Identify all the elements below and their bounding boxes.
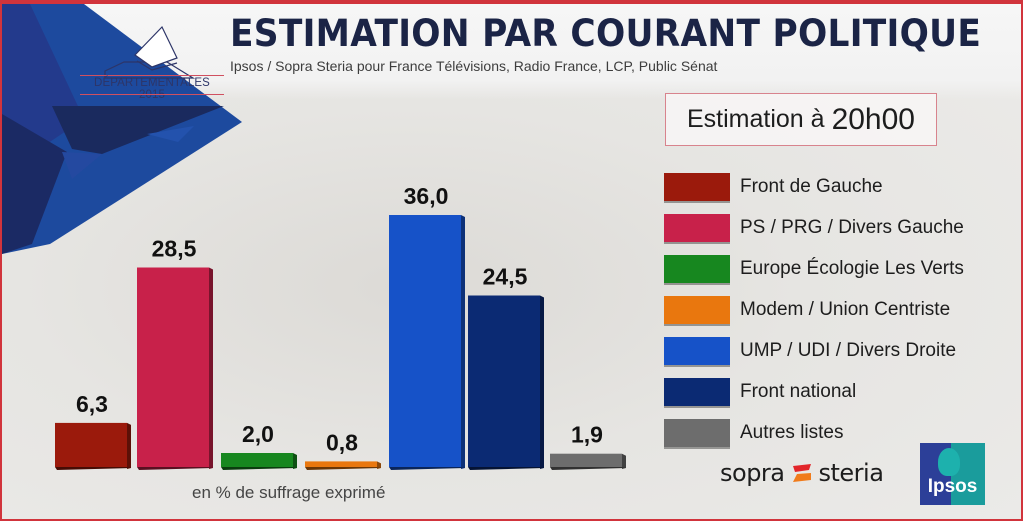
- logo-divider-top: [80, 75, 224, 76]
- bar-value-label: 24,5: [483, 264, 528, 290]
- decorative-shapes: [2, 4, 242, 254]
- estimation-prefix: Estimation à: [687, 105, 825, 133]
- bar-7: [550, 453, 626, 470]
- estimation-time: 20h00: [831, 102, 915, 136]
- bar-bottom: [468, 467, 544, 470]
- legend-swatch: [664, 255, 730, 283]
- bar-value-label: 0,8: [326, 429, 358, 455]
- steria-word: steria: [818, 459, 884, 487]
- bar-face: [389, 215, 461, 467]
- bar-3: [221, 453, 297, 470]
- ballot-box-icon: [104, 25, 196, 79]
- chart-unit-note: en % de suffrage exprimé: [192, 483, 386, 502]
- bar-side: [293, 453, 297, 469]
- election-label: DÉPARTEMENTALES 2015: [94, 77, 210, 101]
- legend-swatch: [664, 214, 730, 242]
- legend-item: UMP / UDI / Divers Droite: [664, 337, 984, 367]
- legend-swatch: [664, 173, 730, 201]
- bar-value-label: 1,9: [571, 422, 603, 448]
- bar-face: [550, 453, 622, 467]
- sopra-word: sopra: [720, 459, 785, 487]
- bar-side: [127, 422, 131, 469]
- bar-5: [389, 215, 465, 470]
- legend-label: Front national: [740, 381, 857, 402]
- bar-bottom: [305, 467, 381, 470]
- estimation-time-box: Estimation à 20h00: [665, 93, 937, 146]
- legend-label: Modem / Union Centriste: [740, 299, 951, 320]
- bar-face: [137, 267, 209, 467]
- bar-bottom: [221, 467, 297, 470]
- legend-label: UMP / UDI / Divers Droite: [740, 340, 957, 361]
- bar-value-label: 2,0: [242, 421, 274, 447]
- bar-side: [622, 453, 626, 469]
- ipsos-word: Ipsos: [927, 476, 978, 497]
- bar-side: [377, 461, 381, 469]
- sopra-steria-mark-icon: [792, 464, 811, 482]
- bar-1: [55, 422, 131, 470]
- bar-bottom: [137, 467, 213, 470]
- bar-value-label: 28,5: [152, 236, 197, 262]
- bar-4: [305, 461, 381, 470]
- ipsos-profile-icon: [938, 448, 960, 476]
- legend-swatch: [664, 296, 730, 324]
- legend-item: Front de Gauche: [664, 173, 984, 203]
- legend-swatch: [664, 378, 730, 406]
- bar-face: [305, 461, 377, 467]
- bar-2: [137, 267, 213, 470]
- bar-value-label: 6,3: [76, 391, 108, 417]
- bar-chart: 6,3 28,5 2,0 0,8 36,0 24,5 1,9: [55, 183, 626, 470]
- bar-face: [55, 422, 127, 467]
- bar-side: [461, 215, 465, 469]
- ipsos-logo: Ipsos: [920, 443, 985, 505]
- sopra-steria-logo: sopra steria: [720, 459, 884, 487]
- legend-item: Modem / Union Centriste: [664, 296, 984, 326]
- bar-side: [209, 267, 213, 469]
- legend-item: PS / PRG / Divers Gauche: [664, 214, 984, 244]
- bar-bottom: [389, 467, 465, 470]
- legend-label: Autres listes: [740, 422, 844, 443]
- legend-label: Front de Gauche: [740, 176, 883, 197]
- legend-label: PS / PRG / Divers Gauche: [740, 217, 964, 238]
- legend-item: Front national: [664, 378, 984, 408]
- legend-swatch: [664, 419, 730, 447]
- bar-value-label: 36,0: [404, 183, 449, 209]
- legend-label: Europe Écologie Les Verts: [740, 258, 964, 279]
- logo-divider-bottom: [80, 94, 224, 95]
- bar-face: [468, 295, 540, 467]
- legend-item: Autres listes: [664, 419, 984, 449]
- page-title: ESTIMATION PAR COURANT POLITIQUE: [230, 12, 982, 55]
- page-subtitle: Ipsos / Sopra Steria pour France Télévis…: [230, 58, 718, 74]
- legend-swatch: [664, 337, 730, 365]
- bar-bottom: [550, 467, 626, 470]
- bar-6: [468, 295, 544, 470]
- bar-bottom: [55, 467, 131, 470]
- legend-item: Europe Écologie Les Verts: [664, 255, 984, 285]
- bar-face: [221, 453, 293, 467]
- bar-side: [540, 295, 544, 469]
